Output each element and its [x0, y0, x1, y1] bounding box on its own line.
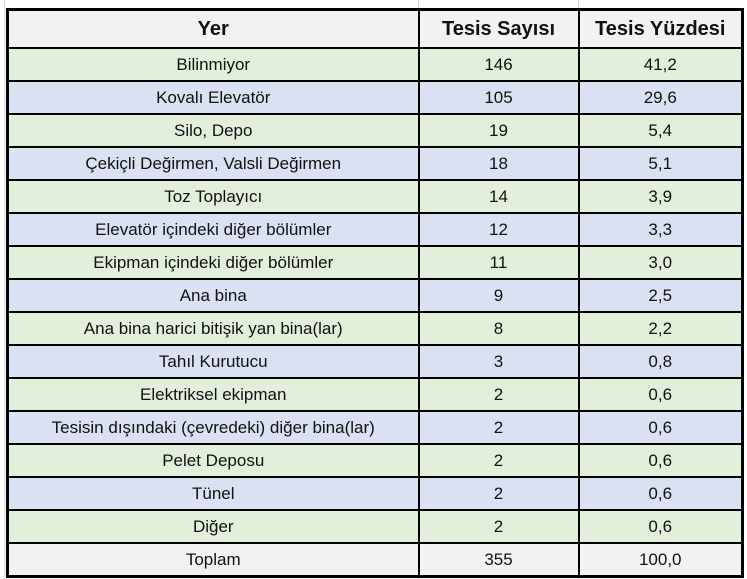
- cell-yer[interactable]: Toz Toplayıcı: [6, 179, 420, 214]
- cell-sayi[interactable]: 3: [417, 344, 580, 379]
- cell-yuzde[interactable]: 0,6: [577, 410, 744, 445]
- cell-sayi[interactable]: 2: [417, 443, 580, 478]
- facility-location-table: Yer Tesis Sayısı Tesis Yüzdesi Bilinmiyo…: [6, 8, 744, 578]
- table-total-row: Toplam 355 100,0: [6, 542, 744, 578]
- cell-yuzde[interactable]: 2,2: [577, 311, 744, 346]
- cell-yer[interactable]: Ana bina: [6, 278, 420, 313]
- cell-yuzde[interactable]: 3,3: [577, 212, 744, 247]
- table-row: Silo, Depo 19 5,4: [6, 113, 744, 148]
- table-row: Kovalı Elevatör 105 29,6: [6, 80, 744, 115]
- cell-yuzde[interactable]: 29,6: [577, 80, 744, 115]
- table-row: Çekiçli Değirmen, Valsli Değirmen 18 5,1: [6, 146, 744, 181]
- cell-total-sayi[interactable]: 355: [417, 542, 580, 578]
- cell-yer[interactable]: Çekiçli Değirmen, Valsli Değirmen: [6, 146, 420, 181]
- cell-sayi[interactable]: 2: [417, 509, 580, 544]
- table-row: Ana bina harici bitişik yan bina(lar) 8 …: [6, 311, 744, 346]
- cell-yuzde[interactable]: 3,0: [577, 245, 744, 280]
- cell-yer[interactable]: Elektriksel ekipman: [6, 377, 420, 412]
- cell-sayi[interactable]: 2: [417, 410, 580, 445]
- cell-yer[interactable]: Diğer: [6, 509, 420, 544]
- column-header-yer[interactable]: Yer: [6, 8, 420, 49]
- cell-total-label[interactable]: Toplam: [6, 542, 420, 578]
- cell-sayi[interactable]: 9: [417, 278, 580, 313]
- table-row: Ekipman içindeki diğer bölümler 11 3,0: [6, 245, 744, 280]
- cell-yuzde[interactable]: 5,1: [577, 146, 744, 181]
- table-row: Pelet Deposu 2 0,6: [6, 443, 744, 478]
- cell-yuzde[interactable]: 5,4: [577, 113, 744, 148]
- cell-yuzde[interactable]: 2,5: [577, 278, 744, 313]
- cell-yuzde[interactable]: 3,9: [577, 179, 744, 214]
- cell-total-yuzde[interactable]: 100,0: [577, 542, 744, 578]
- cell-yer[interactable]: Ekipman içindeki diğer bölümler: [6, 245, 420, 280]
- table-row: Elektriksel ekipman 2 0,6: [6, 377, 744, 412]
- cell-yuzde[interactable]: 0,6: [577, 476, 744, 511]
- cell-sayi[interactable]: 105: [417, 80, 580, 115]
- cell-sayi[interactable]: 8: [417, 311, 580, 346]
- cell-sayi[interactable]: 11: [417, 245, 580, 280]
- cell-sayi[interactable]: 12: [417, 212, 580, 247]
- cell-sayi[interactable]: 2: [417, 476, 580, 511]
- column-header-tesis-yuzdesi[interactable]: Tesis Yüzdesi: [577, 8, 744, 49]
- table-row: Tünel 2 0,6: [6, 476, 744, 511]
- table-row: Toz Toplayıcı 14 3,9: [6, 179, 744, 214]
- cell-yer[interactable]: Pelet Deposu: [6, 443, 420, 478]
- cell-yuzde[interactable]: 41,2: [577, 47, 744, 82]
- cell-sayi[interactable]: 18: [417, 146, 580, 181]
- cell-yuzde[interactable]: 0,6: [577, 377, 744, 412]
- table-row: Tesisin dışındaki (çevredeki) diğer bina…: [6, 410, 744, 445]
- cell-yer[interactable]: Tahıl Kurutucu: [6, 344, 420, 379]
- cell-yer[interactable]: Kovalı Elevatör: [6, 80, 420, 115]
- cell-yer[interactable]: Tesisin dışındaki (çevredeki) diğer bina…: [6, 410, 420, 445]
- cell-yuzde[interactable]: 0,6: [577, 509, 744, 544]
- cell-yer[interactable]: Silo, Depo: [6, 113, 420, 148]
- spreadsheet-gridline: [4, 0, 5, 579]
- cell-sayi[interactable]: 19: [417, 113, 580, 148]
- cell-yer[interactable]: Elevatör içindeki diğer bölümler: [6, 212, 420, 247]
- cell-yer[interactable]: Ana bina harici bitişik yan bina(lar): [6, 311, 420, 346]
- table-header-row: Yer Tesis Sayısı Tesis Yüzdesi: [6, 8, 744, 49]
- column-header-tesis-sayisi[interactable]: Tesis Sayısı: [417, 8, 580, 49]
- cell-sayi[interactable]: 14: [417, 179, 580, 214]
- cell-sayi[interactable]: 2: [417, 377, 580, 412]
- cell-yuzde[interactable]: 0,6: [577, 443, 744, 478]
- cell-yer[interactable]: Bilinmiyor: [6, 47, 420, 82]
- table-row: Tahıl Kurutucu 3 0,8: [6, 344, 744, 379]
- table-row: Bilinmiyor 146 41,2: [6, 47, 744, 82]
- cell-yuzde[interactable]: 0,8: [577, 344, 744, 379]
- cell-sayi[interactable]: 146: [417, 47, 580, 82]
- table-row: Ana bina 9 2,5: [6, 278, 744, 313]
- table-row: Elevatör içindeki diğer bölümler 12 3,3: [6, 212, 744, 247]
- table-row: Diğer 2 0,6: [6, 509, 744, 544]
- cell-yer[interactable]: Tünel: [6, 476, 420, 511]
